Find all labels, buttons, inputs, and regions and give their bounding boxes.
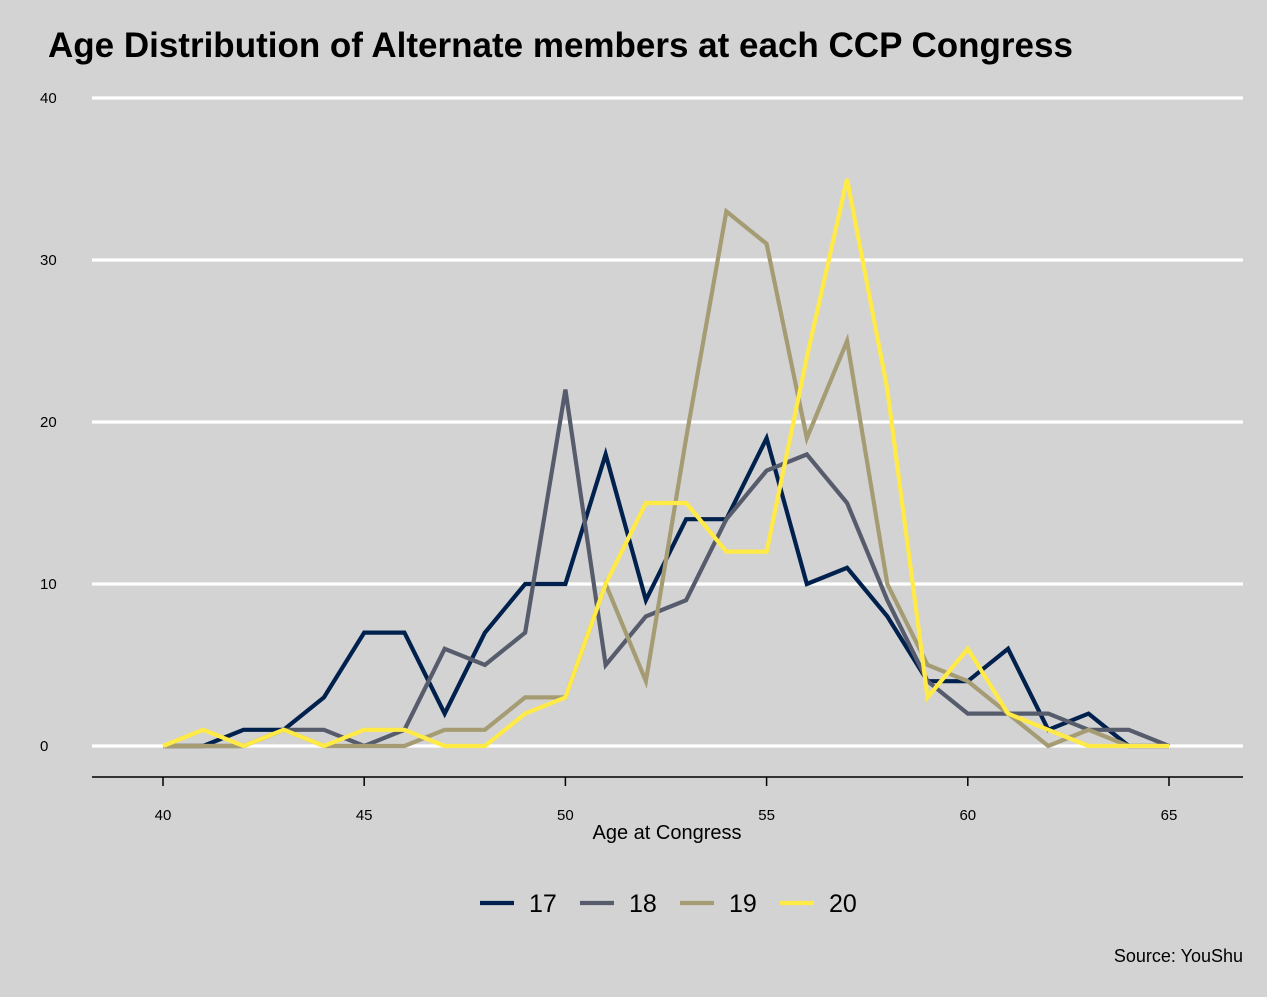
- series-line-17: [163, 432, 1169, 749]
- gridlines: [92, 96, 1243, 748]
- series-lines: [162, 178, 1170, 749]
- x-tick-label-45: 45: [356, 807, 373, 824]
- legend-label-19: 19: [729, 890, 757, 918]
- y-tick-label-30: 30: [40, 252, 57, 269]
- legend-item-19: 19: [680, 890, 757, 918]
- x-axis-title: Age at Congress: [593, 822, 742, 844]
- y-tick-label-40: 40: [40, 90, 57, 107]
- series-line-20: [162, 178, 1169, 749]
- legend-label-20: 20: [829, 890, 857, 918]
- x-tick-label-50: 50: [557, 807, 574, 824]
- y-tick-label-10: 10: [40, 576, 57, 593]
- legend-label-18: 18: [629, 890, 657, 918]
- legend-item-20: 20: [780, 890, 857, 918]
- source-note: Source: YouShu: [1113, 946, 1243, 966]
- x-tick-label-55: 55: [758, 807, 775, 824]
- legend-item-18: 18: [580, 890, 657, 918]
- y-tick-label-20: 20: [40, 414, 57, 431]
- legend: 17 18 19 20: [480, 890, 857, 918]
- chart-title: Age Distribution of Alternate members at…: [48, 26, 1073, 65]
- x-axis-ticks: 40 45 50 55 60 65: [155, 777, 1178, 824]
- x-tick-label-60: 60: [959, 807, 976, 824]
- legend-label-17: 17: [529, 890, 557, 918]
- legend-item-17: 17: [480, 890, 557, 918]
- series-line-18: [163, 389, 1170, 749]
- series-line-19: [163, 207, 1169, 749]
- y-axis-ticks: 0 10 20 30 40: [40, 90, 57, 755]
- y-tick-label-0: 0: [40, 738, 48, 755]
- x-tick-label-40: 40: [155, 807, 172, 824]
- x-tick-label-65: 65: [1161, 807, 1178, 824]
